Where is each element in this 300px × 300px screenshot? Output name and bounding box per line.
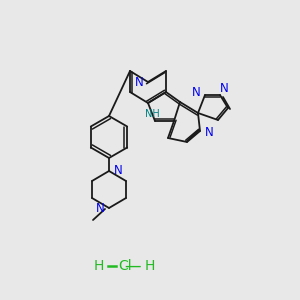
Text: N: N — [192, 86, 200, 100]
Text: N: N — [205, 125, 213, 139]
Text: N: N — [220, 82, 228, 94]
Text: H: H — [94, 259, 104, 273]
Text: NH: NH — [145, 109, 159, 119]
Text: Cl: Cl — [118, 259, 132, 273]
Text: —: — — [125, 257, 141, 275]
Text: N: N — [114, 164, 122, 178]
Text: H: H — [145, 259, 155, 273]
Text: N: N — [135, 76, 143, 88]
Text: N: N — [96, 202, 104, 214]
